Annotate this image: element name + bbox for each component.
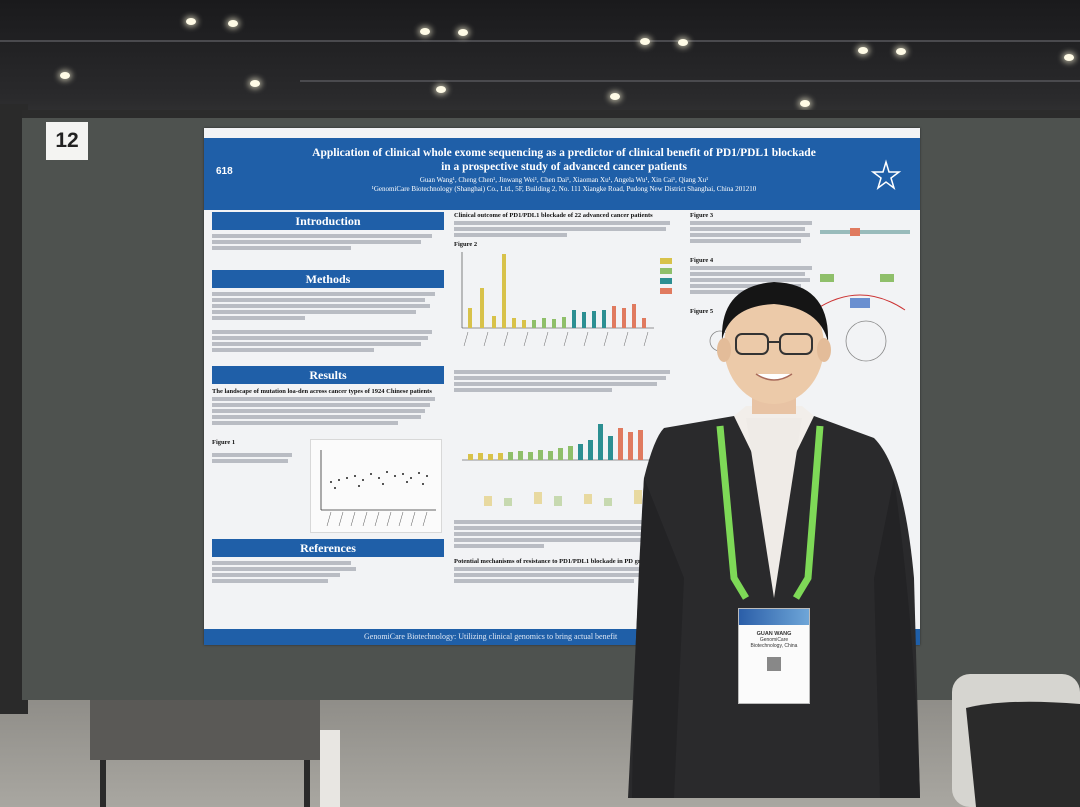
ceiling-light [458, 29, 468, 36]
figure-4-label: Figure 4 [690, 257, 714, 264]
poster-authors: Guan Wang¹, Cheng Chen¹, Jinwang Wei¹, C… [284, 176, 844, 194]
poster-banner: 618 Application of clinical whole exome … [204, 138, 920, 210]
poster-title-line-1: Application of clinical whole exome sequ… [312, 147, 816, 159]
chair [952, 674, 1080, 807]
ceiling-light [186, 18, 196, 25]
poster-id: 618 [216, 166, 233, 177]
poster-title: Application of clinical whole exome sequ… [284, 146, 844, 174]
section-references: References [212, 539, 444, 557]
display-table [90, 700, 340, 807]
left-column: Introduction Methods Results The landsca… [212, 212, 444, 585]
figure-4-diagram [814, 274, 906, 311]
section-methods: Methods [212, 270, 444, 288]
badge-line-2: GenomiCare [759, 637, 789, 643]
ceiling-light [640, 38, 650, 45]
figure-2-label: Figure 2 [454, 241, 478, 248]
ceiling-light [610, 93, 620, 100]
results-subheading: The landscape of mutation loa-den across… [212, 388, 432, 395]
figure-1-scatter [320, 450, 436, 527]
booth-number: 12 [46, 122, 88, 160]
figure-1-chart [310, 439, 442, 533]
author-list: Guan Wang¹, Cheng Chen¹, Jinwang Wei¹, C… [419, 176, 709, 184]
ceiling-light [678, 39, 688, 46]
poster-title-line-2: in a prospective study of advanced cance… [441, 161, 687, 173]
center-column: Clinical outcome of PD1/PDL1 blockade of… [454, 212, 679, 585]
name-badge: GUAN WANG GenomiCare Biotechnology, Chin… [738, 608, 810, 704]
ceiling-light [420, 28, 430, 35]
badge-header [739, 609, 809, 625]
ceiling-light [800, 100, 810, 107]
badge-line-3: Biotechnology, China [750, 643, 798, 649]
badge-name: GUAN WANG [756, 631, 792, 637]
ceiling-light [228, 20, 238, 27]
section-results: Results [212, 366, 444, 384]
figure-2-chart [454, 248, 679, 368]
ceiling-light [60, 72, 70, 79]
figure-1-panel: Figure 1 [212, 439, 444, 539]
ceiling-truss [300, 80, 1080, 82]
section-introduction: Introduction [212, 212, 444, 230]
presenter [628, 282, 920, 798]
affiliation: ¹GenomiCare Biotechnology (Shanghai) Co.… [371, 185, 757, 193]
tmb-bars [462, 424, 654, 461]
badge-qr-code [767, 657, 781, 671]
figure-3-label: Figure 3 [690, 212, 714, 219]
figure-tmb-chart [454, 398, 679, 478]
ceiling-truss [0, 40, 1080, 42]
ceiling-light [436, 86, 446, 93]
ceiling-light [896, 48, 906, 55]
center-heading: Clinical outcome of PD1/PDL1 blockade of… [454, 212, 653, 219]
figure-5-label: Figure 5 [690, 308, 714, 315]
figure-1-label: Figure 1 [212, 439, 236, 446]
right-column: Figure 3 Figure 4 Figure 5 [690, 212, 912, 370]
ceiling-light [250, 80, 260, 87]
resistance-heading: Potential mechanisms of resistance to PD… [454, 558, 652, 565]
company-logo [870, 159, 902, 190]
ceiling-light [858, 47, 868, 54]
figure-2-bars [461, 252, 672, 347]
figure-3-track [820, 228, 910, 236]
ceiling-light [1064, 54, 1074, 61]
